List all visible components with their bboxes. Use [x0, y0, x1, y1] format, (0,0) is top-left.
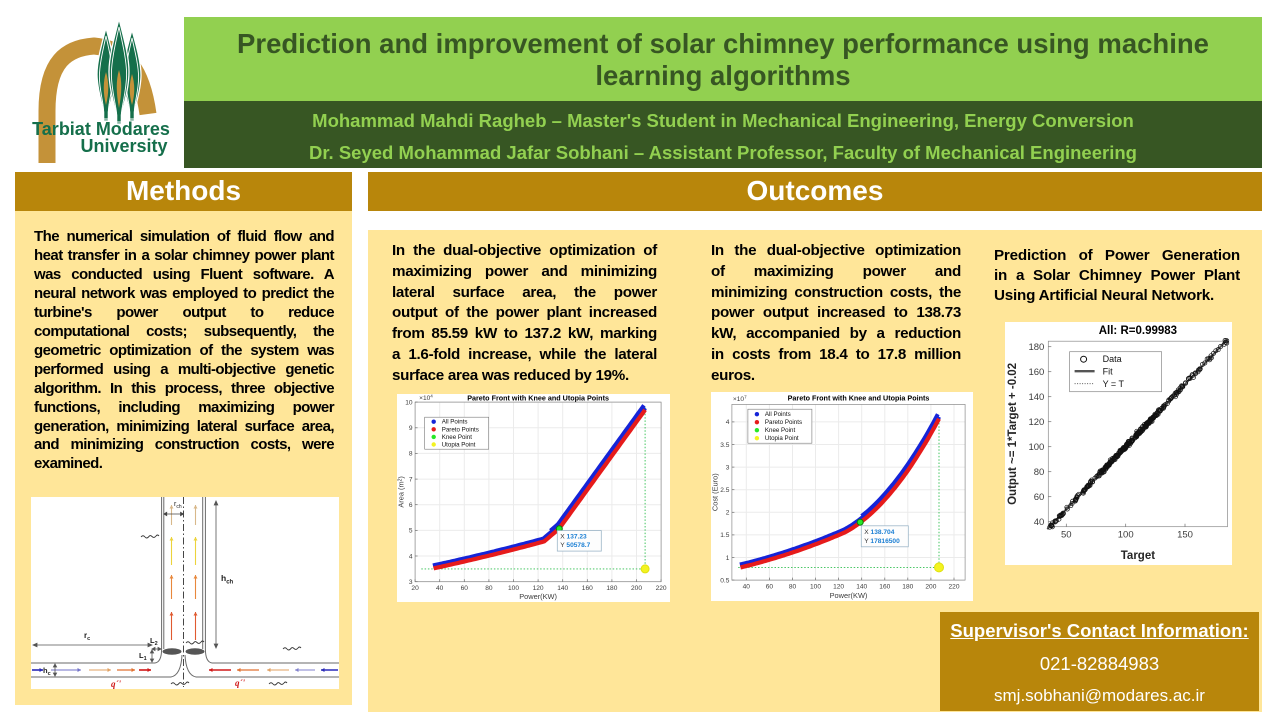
svg-text:3.5: 3.5 — [720, 442, 729, 449]
svg-text:80: 80 — [485, 585, 493, 592]
svg-text:University: University — [80, 136, 167, 156]
svg-text:hch: hch — [221, 573, 234, 586]
svg-text:q´': q´' — [111, 679, 121, 689]
svg-text:0.5: 0.5 — [720, 577, 729, 584]
svg-text:Knee Point: Knee Point — [442, 434, 473, 441]
svg-text:140: 140 — [856, 584, 867, 591]
svg-text:Pareto Points: Pareto Points — [765, 419, 802, 426]
svg-text:50: 50 — [1061, 530, 1072, 541]
svg-text:Data: Data — [1103, 354, 1122, 364]
svg-text:Power(KW): Power(KW) — [519, 592, 557, 601]
svg-text:100: 100 — [1028, 442, 1044, 453]
svg-text:2.5: 2.5 — [720, 487, 729, 494]
svg-text:X 137.23: X 137.23 — [560, 534, 587, 541]
svg-text:All Points: All Points — [442, 419, 468, 426]
svg-text:×104: ×104 — [419, 394, 433, 402]
svg-text:140: 140 — [1028, 392, 1044, 403]
svg-text:3: 3 — [726, 464, 730, 471]
svg-text:×107: ×107 — [733, 394, 747, 403]
svg-text:200: 200 — [925, 584, 936, 591]
svg-text:Y 17816500: Y 17816500 — [864, 538, 900, 545]
svg-text:80: 80 — [789, 584, 797, 591]
svg-text:Output ~= 1*Target + -0.02: Output ~= 1*Target + -0.02 — [1007, 363, 1019, 505]
svg-text:120: 120 — [1028, 417, 1044, 428]
svg-text:Y 50578.7: Y 50578.7 — [560, 542, 590, 549]
svg-text:rc: rc — [84, 631, 90, 642]
svg-text:Utopia Point: Utopia Point — [442, 442, 476, 449]
svg-text:1: 1 — [726, 555, 730, 562]
svg-text:X 138.704: X 138.704 — [864, 529, 894, 536]
svg-text:200: 200 — [631, 585, 642, 592]
svg-text:4: 4 — [409, 553, 413, 560]
svg-text:40: 40 — [1034, 517, 1045, 528]
svg-text:Area (m2): Area (m2) — [397, 476, 406, 508]
svg-text:60: 60 — [766, 584, 774, 591]
svg-text:q´': q´' — [235, 678, 245, 688]
svg-text:1.5: 1.5 — [720, 532, 729, 539]
svg-text:220: 220 — [948, 584, 959, 591]
svg-text:3: 3 — [409, 579, 413, 586]
svg-text:180: 180 — [1028, 342, 1044, 353]
svg-text:60: 60 — [1034, 492, 1045, 503]
svg-text:160: 160 — [582, 585, 593, 592]
svg-text:hc: hc — [43, 666, 51, 677]
svg-text:Target: Target — [1121, 550, 1155, 562]
svg-text:All Points: All Points — [765, 411, 791, 418]
svg-text:Power(KW): Power(KW) — [830, 591, 868, 600]
svg-text:120: 120 — [833, 584, 844, 591]
svg-text:80: 80 — [1034, 467, 1045, 478]
svg-text:160: 160 — [879, 584, 890, 591]
svg-text:rch: rch — [174, 501, 182, 510]
svg-text:40: 40 — [436, 585, 444, 592]
svg-text:Tarbiat Modares: Tarbiat Modares — [32, 119, 170, 139]
svg-text:Pareto Front with Knee and Uto: Pareto Front with Knee and Utopia Points — [788, 394, 930, 403]
svg-text:Cost (Euro): Cost (Euro) — [711, 473, 720, 511]
svg-text:100: 100 — [508, 585, 519, 592]
svg-text:60: 60 — [461, 585, 469, 592]
svg-text:5: 5 — [409, 528, 413, 535]
svg-text:150: 150 — [1177, 530, 1193, 541]
svg-text:180: 180 — [902, 584, 913, 591]
svg-text:140: 140 — [557, 585, 568, 592]
svg-text:Pareto Front with Knee and Uto: Pareto Front with Knee and Utopia Points — [467, 394, 609, 403]
svg-text:220: 220 — [656, 585, 667, 592]
svg-text:100: 100 — [1118, 530, 1134, 541]
svg-text:10: 10 — [405, 399, 413, 406]
svg-text:120: 120 — [533, 585, 544, 592]
svg-text:8: 8 — [409, 451, 413, 458]
svg-text:100: 100 — [810, 584, 821, 591]
svg-text:Knee Point: Knee Point — [765, 427, 796, 434]
svg-text:L2: L2 — [150, 636, 158, 647]
svg-text:Pareto Points: Pareto Points — [442, 426, 479, 433]
svg-text:6: 6 — [409, 502, 413, 509]
svg-text:160: 160 — [1028, 367, 1044, 378]
svg-text:Fit: Fit — [1103, 367, 1113, 377]
svg-text:40: 40 — [743, 584, 751, 591]
svg-text:20: 20 — [411, 585, 419, 592]
svg-text:Utopia Point: Utopia Point — [765, 435, 799, 442]
svg-text:All: R=0.99983: All: R=0.99983 — [1099, 325, 1177, 337]
svg-text:180: 180 — [606, 585, 617, 592]
svg-text:9: 9 — [409, 425, 413, 432]
svg-text:2: 2 — [726, 510, 730, 517]
svg-text:Y = T: Y = T — [1103, 379, 1125, 389]
svg-text:7: 7 — [409, 476, 413, 483]
svg-text:4: 4 — [726, 419, 730, 426]
svg-text:L1: L1 — [139, 651, 147, 662]
